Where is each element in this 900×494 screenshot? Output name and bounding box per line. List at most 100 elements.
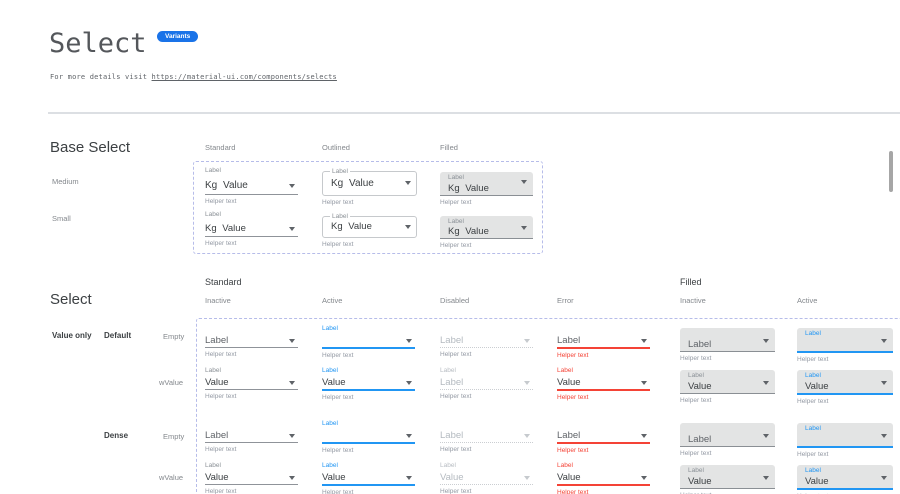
select-filled-inactive-empty[interactable]: Label Helper text	[680, 325, 775, 362]
state-header-disabled: Disabled	[440, 296, 469, 305]
floating-label: Label	[805, 330, 885, 339]
helper-text: Helper text	[205, 393, 298, 400]
base-select-outlined-medium[interactable]: Label Kg Value Helper text	[322, 167, 417, 206]
row-group-value-only: Value only	[52, 331, 92, 340]
select-dense-standard-active-wvalue[interactable]: Label Value Helper text	[322, 462, 415, 494]
floating-label: Label	[557, 462, 650, 471]
select-dense-standard-active-empty[interactable]: Label Helper text	[322, 420, 415, 454]
dropdown-arrow-icon	[763, 434, 769, 438]
select-dense-filled-active-empty[interactable]: Label Helper text	[797, 420, 893, 458]
helper-text: Helper text	[322, 241, 417, 248]
dropdown-arrow-icon	[641, 381, 647, 385]
floating-label: Label	[205, 211, 298, 220]
floating-label: Label	[322, 462, 415, 471]
base-select-standard-medium[interactable]: Label Kg Value Helper text	[205, 167, 298, 205]
select-value: Kg Value	[448, 226, 525, 238]
base-select-heading: Base Select	[50, 139, 130, 156]
select-filled-active-wvalue[interactable]: Label Value Helper text	[797, 367, 893, 405]
select-value: Label	[688, 434, 767, 446]
dropdown-arrow-icon	[289, 476, 295, 480]
helper-text: Helper text	[205, 198, 298, 205]
helper-text: Helper text	[797, 356, 893, 363]
helper-text: Helper text	[440, 199, 533, 206]
helper-text: Helper text	[680, 450, 775, 457]
dropdown-arrow-icon	[881, 339, 887, 343]
select-value: Label	[688, 339, 767, 351]
select-spec-page: Select Variants For more details visit h…	[0, 0, 900, 494]
dropdown-arrow-icon	[289, 434, 295, 438]
select-value: Value	[688, 381, 767, 393]
group-header-standard: Standard	[205, 277, 242, 287]
floating-label: Label	[805, 467, 885, 476]
floating-label: Label	[805, 425, 885, 434]
dropdown-arrow-icon	[405, 225, 411, 229]
base-select-filled-medium[interactable]: Label Kg Value Helper text	[440, 167, 533, 206]
select-value: Value	[205, 377, 229, 388]
details-text: For more details visit	[50, 73, 152, 81]
select-value: Kg Value	[205, 180, 248, 191]
select-value: Label	[440, 377, 463, 388]
select-filled-inactive-wvalue[interactable]: Label Value Helper text	[680, 367, 775, 404]
state-header-active: Active	[322, 296, 342, 305]
details-link[interactable]: https://material-ui.com/components/selec…	[152, 73, 337, 81]
select-standard-inactive-empty[interactable]: Label Helper text	[205, 325, 298, 358]
content-label-wvalue-dense: wValue	[159, 473, 183, 482]
floating-label: Label	[557, 367, 650, 376]
state-header-filled-active: Active	[797, 296, 817, 305]
select-dense-standard-error-wvalue[interactable]: Label Value Helper text	[557, 462, 650, 494]
select-dense-filled-inactive-wvalue[interactable]: Label Value Helper text	[680, 462, 775, 494]
section-divider	[48, 112, 900, 114]
select-dense-filled-active-wvalue[interactable]: Label Value Helper text	[797, 462, 893, 494]
variant-header-standard: Standard	[205, 143, 235, 152]
helper-text: Helper text	[205, 446, 298, 453]
dropdown-arrow-icon	[289, 227, 295, 231]
helper-text: Helper text	[557, 489, 650, 494]
details-line: For more details visit https://material-…	[50, 73, 337, 81]
base-select-filled-small[interactable]: Label Kg Value Helper text	[440, 211, 533, 249]
select-filled-active-empty[interactable]: Label Helper text	[797, 325, 893, 363]
helper-text: Helper text	[557, 394, 650, 401]
select-standard-error-empty[interactable]: Label Helper text	[557, 325, 650, 359]
select-dense-standard-inactive-empty[interactable]: Label Helper text	[205, 420, 298, 453]
content-label-wvalue-default: wValue	[159, 378, 183, 387]
dropdown-arrow-icon	[289, 339, 295, 343]
floating-label: Label	[688, 372, 767, 381]
select-dense-standard-inactive-wvalue[interactable]: Label Value Helper text	[205, 462, 298, 494]
floating-label: Label	[440, 367, 533, 376]
base-select-standard-small[interactable]: Label Kg Value Helper text	[205, 211, 298, 247]
helper-text: Helper text	[322, 199, 417, 206]
helper-text: Helper text	[557, 352, 650, 359]
select-standard-error-wvalue[interactable]: Label Value Helper text	[557, 367, 650, 401]
content-label-empty-dense: Empty	[163, 432, 184, 441]
select-dense-standard-error-empty[interactable]: Label Helper text	[557, 420, 650, 454]
dropdown-arrow-icon	[406, 434, 412, 438]
select-value: Value	[322, 472, 346, 483]
helper-text: Helper text	[680, 397, 775, 404]
variant-header-filled: Filled	[440, 143, 458, 152]
helper-text: Helper text	[440, 446, 533, 453]
dropdown-arrow-icon	[763, 476, 769, 480]
floating-label: Label	[448, 218, 525, 226]
floating-label: Label	[322, 325, 415, 334]
select-dense-filled-inactive-empty[interactable]: Label Helper text	[680, 420, 775, 457]
helper-text: Helper text	[440, 242, 533, 249]
select-standard-active-empty[interactable]: Label Helper text	[322, 325, 415, 359]
dropdown-arrow-icon	[405, 181, 411, 185]
select-value: Value	[805, 381, 885, 393]
scrollbar-thumb[interactable]	[889, 151, 893, 192]
select-standard-inactive-wvalue[interactable]: Label Value Helper text	[205, 367, 298, 400]
select-value: Label	[440, 335, 463, 346]
dropdown-arrow-icon	[521, 180, 527, 184]
select-value: Label	[205, 430, 228, 441]
dropdown-arrow-icon	[881, 476, 887, 480]
select-standard-active-wvalue[interactable]: Label Value Helper text	[322, 367, 415, 401]
floating-label: Label	[205, 167, 298, 176]
helper-text: Helper text	[205, 351, 298, 358]
density-label-default: Default	[104, 331, 131, 340]
dropdown-arrow-icon	[289, 184, 295, 188]
density-label-dense: Dense	[104, 431, 128, 440]
select-value: Value	[322, 377, 346, 388]
variants-badge: Variants	[157, 31, 198, 42]
select-value: Value	[440, 472, 464, 483]
base-select-outlined-small[interactable]: Label Kg Value Helper text	[322, 211, 417, 248]
